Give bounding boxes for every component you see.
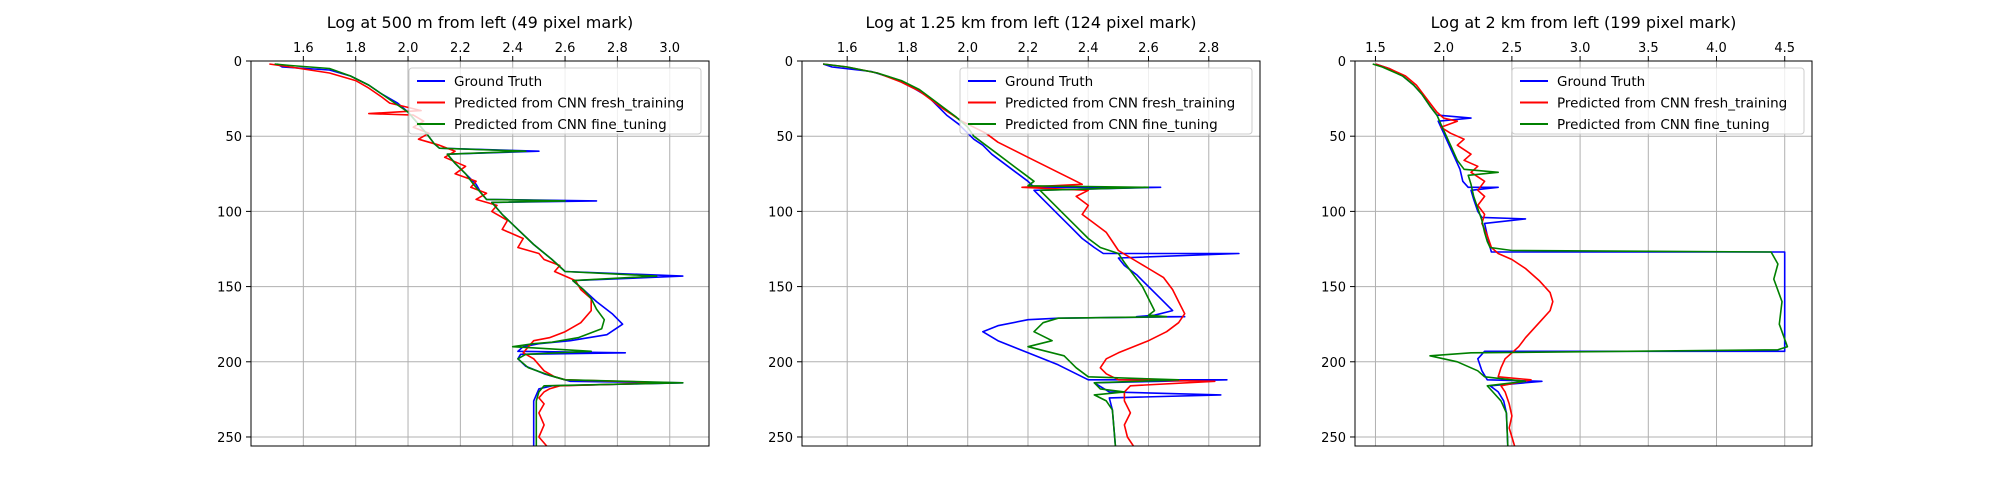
- y-tick-label: 0: [234, 55, 242, 70]
- y-tick-label: 250: [768, 431, 793, 446]
- x-tick-label: 3.0: [1570, 41, 1591, 56]
- x-tick-label: 4.0: [1706, 41, 1727, 56]
- x-tick-label: 1.5: [1365, 41, 1386, 56]
- chart-title: Log at 500 m from left (49 pixel mark): [327, 13, 634, 32]
- y-tick-label: 200: [1321, 356, 1346, 371]
- y-tick-label: 200: [768, 356, 793, 371]
- x-tick-label: 2.8: [607, 41, 628, 56]
- x-tick-label: 1.8: [897, 41, 918, 56]
- x-tick-label: 1.8: [345, 41, 366, 56]
- x-tick-label: 2.8: [1198, 41, 1219, 56]
- y-tick-label: 100: [217, 205, 242, 220]
- y-tick-label: 150: [1321, 281, 1346, 296]
- y-tick-label: 50: [1329, 130, 1346, 145]
- y-tick-label: 200: [217, 356, 242, 371]
- y-tick-label: 150: [217, 281, 242, 296]
- x-tick-label: 2.0: [957, 41, 978, 56]
- legend-label: Ground Truth: [454, 74, 542, 90]
- legend-label: Predicted from CNN fine_tuning: [454, 117, 667, 133]
- series-group: [1372, 63, 1789, 446]
- series-line-fresh-training: [1375, 63, 1554, 446]
- axes-frame: [1354, 60, 1813, 447]
- chart-title: Log at 1.25 km from left (124 pixel mark…: [865, 13, 1196, 32]
- chart-title: Log at 2 km from left (199 pixel mark): [1431, 13, 1737, 32]
- legend: Ground Truth Predicted from CNN fresh_tra…: [959, 67, 1253, 135]
- x-tick-label: 3.5: [1638, 41, 1659, 56]
- y-tick-label: 50: [776, 130, 793, 145]
- axes-frame: [250, 60, 710, 447]
- legend: Ground Truth Predicted from CNN fresh_tra…: [1511, 67, 1805, 135]
- legend-label: Predicted from CNN fresh_training: [1005, 96, 1235, 112]
- legend-label: Predicted from CNN fine_tuning: [1005, 117, 1218, 133]
- x-tick-label: 2.0: [398, 41, 419, 56]
- chart-panel-2: Log at 1.25 km from left (124 pixel mark…: [768, 13, 1261, 447]
- legend-box: [959, 67, 1253, 135]
- y-tick-label: 250: [1321, 431, 1346, 446]
- x-tick-label: 4.5: [1774, 41, 1795, 56]
- chart-panel-3: Log at 2 km from left (199 pixel mark) 1.…: [1321, 13, 1813, 447]
- legend: Ground Truth Predicted from CNN fresh_tra…: [408, 67, 702, 135]
- chart-panel-1: Log at 500 m from left (49 pixel mark) 1.…: [217, 13, 710, 447]
- x-tick-label: 2.4: [502, 41, 523, 56]
- legend-label: Predicted from CNN fine_tuning: [1557, 117, 1770, 133]
- x-tick-label: 3.0: [659, 41, 680, 56]
- legend-label: Predicted from CNN fresh_training: [1557, 96, 1787, 112]
- y-tick-label: 0: [785, 55, 793, 70]
- axes-frame: [801, 60, 1261, 447]
- x-tick-label: 2.5: [1502, 41, 1523, 56]
- series-line-fine-tuning: [1372, 63, 1789, 446]
- x-tick-label: 2.4: [1078, 41, 1099, 56]
- y-tick-label: 100: [768, 205, 793, 220]
- y-tick-label: 150: [768, 281, 793, 296]
- legend-box: [408, 67, 702, 135]
- y-tick-label: 250: [217, 431, 242, 446]
- x-tick-label: 2.2: [1018, 41, 1039, 56]
- y-tick-label: 0: [1338, 55, 1346, 70]
- x-tick-label: 2.2: [450, 41, 471, 56]
- x-tick-label: 1.6: [837, 41, 858, 56]
- x-tick-label: 2.6: [555, 41, 576, 56]
- x-tick-label: 2.0: [1433, 41, 1454, 56]
- legend-label: Ground Truth: [1005, 74, 1093, 90]
- y-tick-label: 50: [225, 130, 242, 145]
- legend-label: Predicted from CNN fresh_training: [454, 96, 684, 112]
- legend-box: [1511, 67, 1805, 135]
- x-tick-label: 2.6: [1138, 41, 1159, 56]
- x-tick-label: 1.6: [293, 41, 314, 56]
- y-tick-label: 100: [1321, 205, 1346, 220]
- legend-label: Ground Truth: [1557, 74, 1645, 90]
